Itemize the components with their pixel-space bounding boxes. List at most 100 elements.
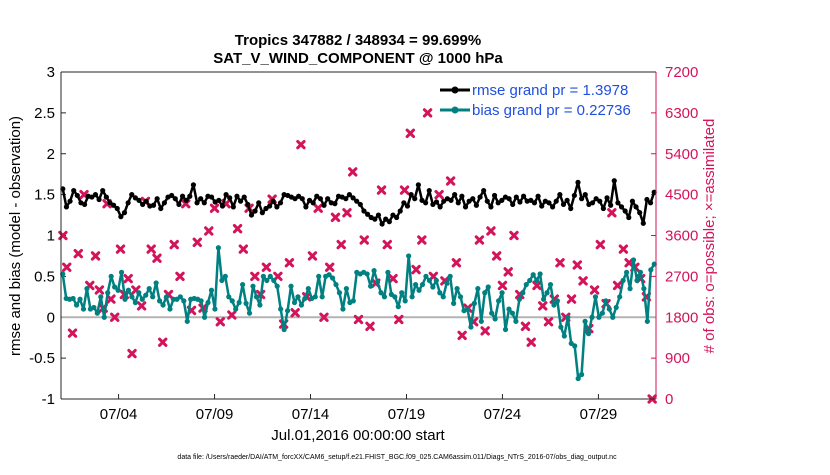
bias-point bbox=[153, 280, 159, 286]
bias-point bbox=[392, 294, 398, 300]
ticks-layer: -1 -0.5 0 0.5 1 1.5 2 2.5 3 0 900 1800 2700 3600 4500 5… bbox=[29, 64, 698, 423]
bias-point bbox=[561, 333, 567, 339]
x-tick-label: 07/09 bbox=[196, 406, 234, 423]
y2-tick-label: 1800 bbox=[665, 309, 698, 326]
bias-point bbox=[489, 310, 495, 316]
rmse-point bbox=[553, 198, 559, 204]
obs-point bbox=[376, 185, 387, 195]
bias-point bbox=[167, 306, 173, 312]
obs-point bbox=[209, 203, 220, 213]
bias-point bbox=[433, 277, 439, 284]
rmse-point bbox=[274, 204, 280, 210]
legend-rmse-marker bbox=[451, 86, 459, 94]
bias-point bbox=[444, 280, 450, 286]
bias-point bbox=[312, 294, 318, 300]
bias-point bbox=[426, 277, 433, 284]
bias-point bbox=[298, 302, 305, 308]
rmse-point bbox=[63, 204, 70, 210]
rmse-point bbox=[597, 198, 603, 204]
rmse-point bbox=[491, 192, 498, 199]
rmse-point bbox=[579, 196, 585, 202]
rmse-point bbox=[303, 204, 309, 210]
obs-point bbox=[313, 203, 323, 213]
bias-point bbox=[125, 287, 132, 293]
rmse-point bbox=[615, 200, 621, 206]
bias-point bbox=[648, 267, 654, 273]
obs-point bbox=[543, 317, 554, 327]
obs-point bbox=[115, 244, 126, 254]
rmse-point bbox=[506, 196, 512, 202]
rmse-point bbox=[637, 210, 643, 216]
bias-point bbox=[630, 257, 637, 263]
bias-point bbox=[412, 281, 419, 288]
bias-point bbox=[406, 253, 412, 259]
bias-point bbox=[402, 298, 408, 304]
bias-point bbox=[257, 302, 263, 308]
rmse-point bbox=[401, 200, 407, 206]
rmse-point bbox=[564, 197, 570, 203]
bias-point bbox=[395, 304, 401, 310]
bias-point bbox=[617, 294, 623, 300]
obs-point bbox=[509, 230, 519, 241]
obs-point bbox=[94, 285, 105, 295]
bias-point bbox=[243, 300, 249, 306]
y-tick-label: 1.5 bbox=[34, 187, 55, 204]
rmse-point bbox=[517, 199, 523, 205]
rmse-point bbox=[179, 193, 186, 199]
bias-point bbox=[139, 296, 145, 302]
y-tick-label: 0.5 bbox=[34, 268, 55, 285]
bias-point bbox=[371, 268, 377, 274]
bias-point bbox=[70, 295, 76, 302]
obs-point bbox=[73, 248, 83, 259]
rmse-point bbox=[589, 200, 596, 206]
bias-point bbox=[478, 318, 484, 324]
bias-point bbox=[644, 318, 650, 324]
y-tick-label: -0.5 bbox=[29, 350, 55, 367]
obs-point bbox=[411, 264, 421, 275]
bias-point bbox=[319, 294, 325, 300]
rmse-layer bbox=[60, 178, 657, 227]
rmse-point bbox=[611, 178, 617, 184]
bias-point bbox=[143, 292, 149, 298]
obs-point bbox=[127, 348, 137, 359]
rmse-point bbox=[227, 195, 233, 201]
rmse-point bbox=[176, 201, 182, 208]
rmse-point bbox=[459, 193, 465, 199]
obs-point bbox=[382, 239, 392, 250]
bias-point bbox=[613, 304, 619, 311]
obs-point bbox=[595, 239, 606, 250]
bias-point bbox=[129, 294, 135, 300]
bias-point bbox=[105, 290, 111, 296]
obs-point bbox=[474, 235, 485, 245]
bias-point bbox=[440, 294, 446, 300]
rmse-point bbox=[256, 200, 262, 206]
y2-axis-label: # of obs: o=possible; ×=assimilated bbox=[701, 119, 718, 354]
bias-point bbox=[316, 273, 322, 279]
bias-point bbox=[91, 304, 97, 311]
bias-point bbox=[423, 273, 429, 279]
bias-point bbox=[163, 294, 170, 300]
bias-point bbox=[150, 294, 156, 300]
rmse-point bbox=[644, 196, 650, 203]
rmse-point bbox=[462, 204, 469, 210]
x-tick-label: 07/19 bbox=[388, 406, 426, 423]
obs-point bbox=[232, 223, 243, 234]
bias-point bbox=[502, 326, 509, 333]
bias-layer bbox=[60, 245, 657, 382]
rmse-point bbox=[74, 192, 80, 199]
x-tick-label: 07/24 bbox=[484, 406, 522, 423]
rmse-point bbox=[198, 196, 204, 202]
obs-point bbox=[284, 258, 295, 268]
bias-point bbox=[475, 286, 481, 292]
x-axis-label: Jul.01,2016 00:00:00 start bbox=[271, 427, 445, 444]
rmse-point bbox=[216, 197, 222, 203]
y2-tick-label: 2700 bbox=[665, 268, 698, 285]
bias-point bbox=[122, 296, 128, 302]
rmse-point bbox=[557, 192, 563, 198]
obs-point bbox=[538, 301, 548, 311]
bias-point bbox=[468, 324, 474, 330]
bias-point bbox=[215, 245, 221, 251]
bias-point bbox=[350, 298, 356, 304]
rmse-point bbox=[125, 200, 131, 206]
bias-point bbox=[326, 272, 332, 278]
